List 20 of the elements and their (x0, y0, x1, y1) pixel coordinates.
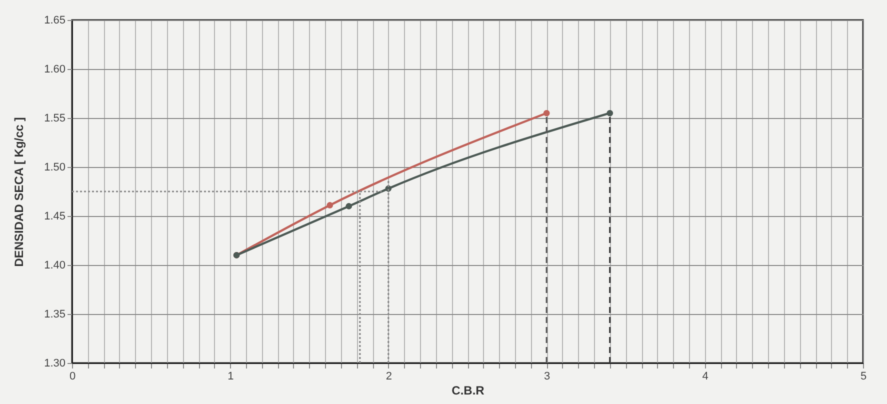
y-tick-label: 1.50 (44, 162, 66, 174)
y-tick-label: 1.30 (44, 358, 66, 370)
x-axis-title: C.B.R (452, 384, 485, 398)
y-tick-label: 1.65 (44, 14, 66, 26)
y-tick-label: 1.35 (44, 308, 66, 320)
point (326, 202, 334, 208)
x-tick-label: 4 (702, 370, 708, 382)
x-tick-label: 3 (544, 370, 550, 382)
x-tick-label: 2 (386, 370, 392, 382)
y-axis-title: DENSIDAD SECA [ Kg/cc ] (12, 117, 26, 267)
y-tick-label: 1.60 (44, 64, 66, 76)
y-tick-label: 1.40 (44, 260, 66, 272)
x-tick-label: 0 (69, 370, 76, 382)
point (606, 110, 614, 116)
point (543, 110, 550, 116)
y-tick-label: 1.55 (44, 112, 66, 124)
y-tick-label: 1.45 (44, 210, 66, 222)
x-tick-label: 1 (228, 370, 234, 382)
x-tick-label: 5 (860, 370, 867, 382)
point (346, 203, 352, 210)
